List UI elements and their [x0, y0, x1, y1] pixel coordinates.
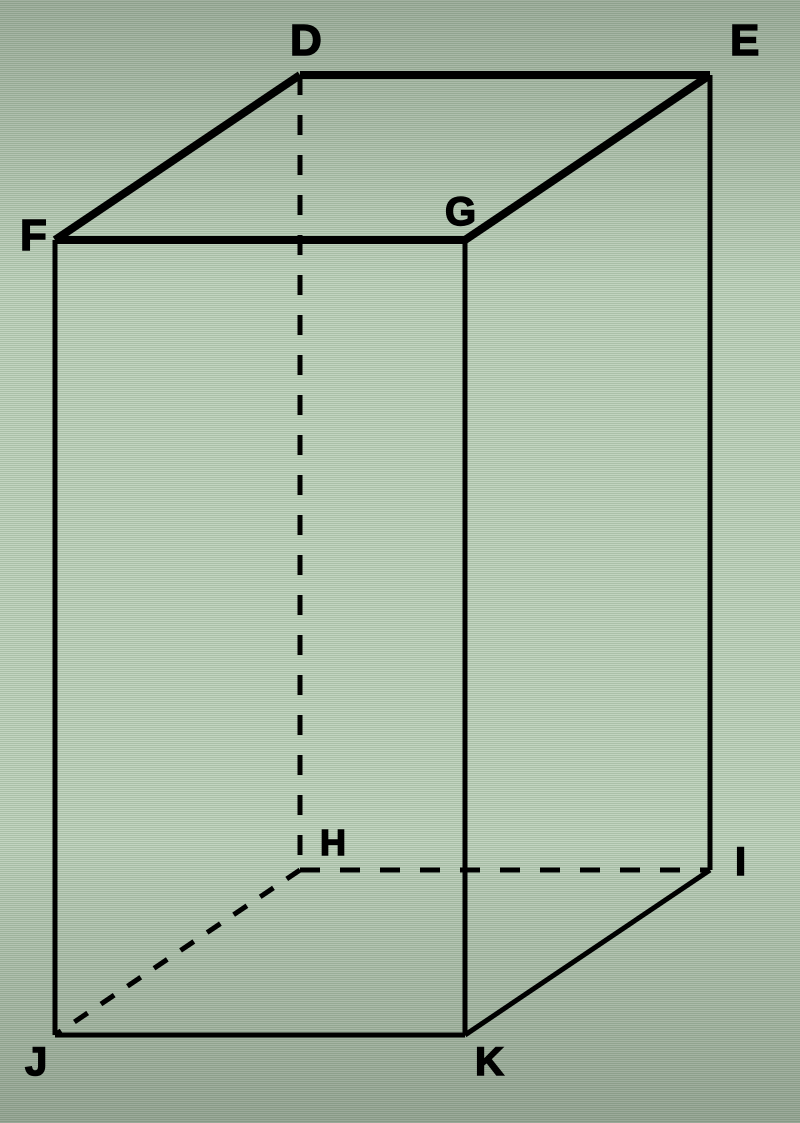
label-J: J	[25, 1040, 47, 1084]
prism-svg: D E F G H I J K	[0, 0, 800, 1123]
label-D: D	[290, 16, 322, 65]
label-E: E	[730, 16, 759, 65]
label-F: F	[20, 211, 47, 260]
label-I: I	[735, 840, 746, 884]
label-G: G	[445, 190, 476, 234]
label-K: K	[475, 1040, 504, 1084]
label-H: H	[320, 822, 346, 863]
background-shade	[0, 0, 800, 1123]
diagram-canvas: D E F G H I J K	[0, 0, 800, 1123]
